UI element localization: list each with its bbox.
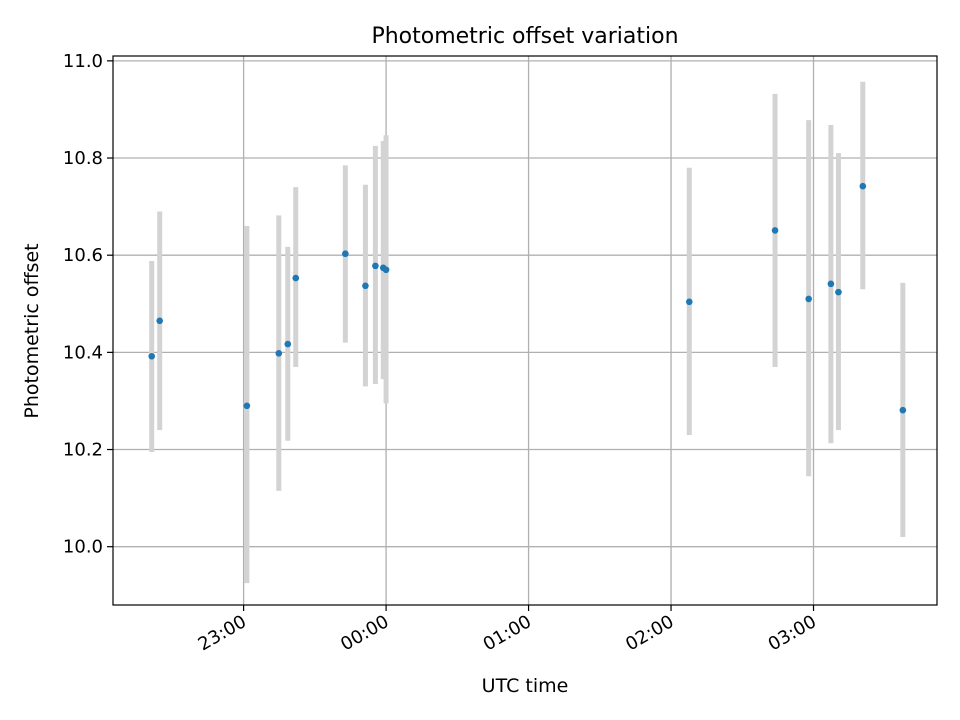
data-point [156,317,163,325]
y-tick-label: 10.0 [63,537,103,558]
plot-area-frame [112,55,938,606]
chart-title: Photometric offset variation [371,24,678,49]
data-point [284,340,292,348]
y-axis-ticks: 10.0 10.2 10.4 10.6 10.8 11.0 [63,51,113,558]
data-point [275,350,283,357]
y-tick-label: 10.2 [63,440,103,461]
data-point [342,250,349,258]
y-tick-label: 10.6 [63,245,103,266]
data-point [243,402,251,410]
y-axis-label: Photometric offset [21,243,43,418]
data-point [859,182,867,190]
data-point [372,262,379,270]
data-point [899,406,907,414]
data-point [827,280,835,288]
y-tick-label: 10.8 [63,148,103,169]
data-point [382,266,390,274]
data-points [148,182,907,414]
data-point [292,274,300,282]
data-point [771,227,779,234]
y-tick-label: 10.4 [63,342,103,363]
data-point [148,352,156,360]
data-point [805,295,812,303]
data-point [835,288,842,296]
data-point [362,282,369,290]
x-axis-label: UTC time [482,675,569,697]
data-point [685,298,693,306]
y-tick-label: 11.0 [63,51,103,72]
